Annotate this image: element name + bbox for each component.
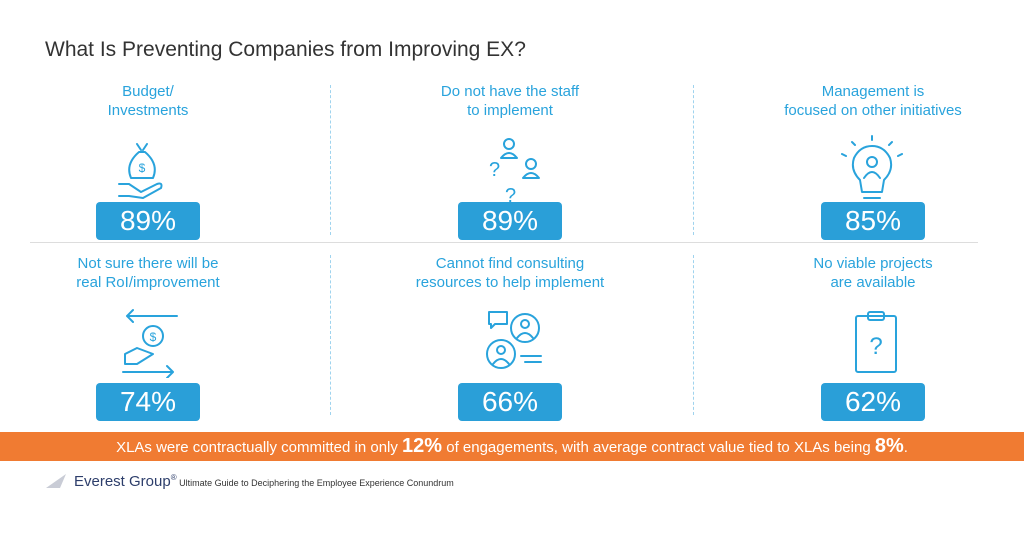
value-box: 89%: [458, 202, 562, 240]
icon: [486, 311, 542, 369]
banner-highlight: 8%: [874, 435, 904, 457]
item: Management is focused on other initiative…: [723, 82, 1023, 204]
footer: Everest Group® Ultimate Guide to Deciphe…: [46, 473, 454, 490]
label-line: No viable projects: [813, 255, 933, 272]
item: Not sure there will be real RoI/improveme…: [0, 254, 298, 378]
item-label: Not sure there will be real RoI/improveme…: [0, 254, 298, 292]
icon: ?: [855, 311, 897, 373]
label-line: resources to help implement: [415, 274, 605, 291]
divider: [330, 255, 331, 415]
item: No viable projects are available?: [723, 254, 1023, 378]
source: Ultimate Guide to Deciphering the Employ…: [179, 478, 454, 488]
value-box: 85%: [821, 202, 925, 240]
label-line: Cannot find consulting: [435, 255, 585, 272]
divider: [693, 255, 694, 415]
brand: Everest Group®: [74, 473, 177, 490]
banner-highlight: 12%: [402, 435, 443, 457]
label-line: to implement: [467, 102, 553, 119]
item-label: No viable projects are available: [723, 254, 1023, 292]
banner-text: .: [903, 439, 908, 456]
label-line: are available: [830, 274, 916, 291]
divider: [330, 85, 331, 235]
item-label: Cannot find consulting resources to help …: [360, 254, 660, 292]
item: Do not have the staff to implement??: [360, 82, 660, 204]
svg-text:$: $: [150, 330, 157, 344]
item: Cannot find consulting resources to help …: [360, 254, 660, 378]
brand-mark: ®: [170, 473, 177, 482]
icon: $: [118, 143, 163, 199]
label-line: Investments: [107, 102, 189, 119]
label-line: Budget/: [122, 83, 174, 100]
banner: XLAs were contractually committed in onl…: [0, 432, 1024, 461]
item-label: Management is focused on other initiative…: [723, 82, 1023, 120]
banner-text: of engagements, with average contract va…: [442, 439, 875, 456]
value-box: 74%: [96, 383, 200, 421]
icon: $: [122, 309, 178, 378]
label-line: Management is: [821, 83, 925, 100]
value-box: 62%: [821, 383, 925, 421]
svg-text:?: ?: [489, 159, 500, 181]
label-line: real RoI/improvement: [76, 274, 220, 291]
logo: [46, 474, 66, 488]
icon: ??: [489, 138, 540, 204]
value-box: 89%: [96, 202, 200, 240]
title: What Is Preventing Companies from Improv…: [45, 38, 526, 61]
item-label: Budget/Investments: [0, 82, 298, 120]
svg-text:$: $: [139, 161, 146, 175]
label-line: Not sure there will be: [77, 255, 219, 272]
svg-text:?: ?: [505, 185, 516, 204]
svg-text:?: ?: [869, 333, 882, 360]
value-box: 66%: [458, 383, 562, 421]
item: Budget/Investments $: [0, 82, 298, 204]
divider: [30, 242, 978, 243]
label-line: Do not have the staff: [440, 83, 580, 100]
banner-text: XLAs were contractually committed in onl…: [116, 439, 403, 456]
icon: [841, 135, 903, 199]
item-label: Do not have the staff to implement: [360, 82, 660, 120]
divider: [693, 85, 694, 235]
label-line: focused on other initiatives: [784, 102, 962, 119]
brand-name: Everest Group: [74, 473, 171, 490]
